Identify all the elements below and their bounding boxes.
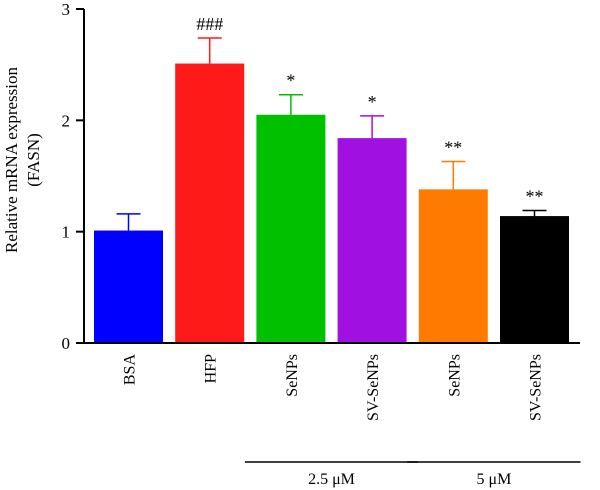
error-bar-0 [116,213,141,231]
significance-label-2: * [286,71,295,91]
y-axis-label-line-2: (FASN) [24,133,43,187]
bar-0 [94,230,163,343]
error-bar-4 [441,160,466,190]
y-axis-label: Relative mRNA expression (FASN) [2,66,43,253]
significance-label-1: ### [196,14,223,34]
x-tick-label-2: SeNPs [284,354,301,397]
error-bar-1 [197,37,222,64]
x-tick-label-0: BSA [122,354,139,386]
y-tick-label-3: 3 [62,0,71,19]
significance-label-4: ** [444,138,462,158]
x-tick-label-4: SeNPs [446,354,463,397]
group-label-0: 2.5 μM [308,471,355,488]
bar-2 [256,114,326,344]
y-tick-label-2: 2 [62,111,71,130]
y-axis-label-line-1: Relative mRNA expression [2,66,21,253]
y-tick-label-0: 0 [62,334,71,353]
error-bar-5 [522,209,547,217]
significance-label-5: ** [526,187,544,207]
bar-1 [175,63,245,343]
significance-label-3: * [368,92,377,112]
x-tick-label-3: SV-SeNPs [365,354,382,421]
x-tick-label-1: HFP [203,354,220,383]
bar-5 [500,216,569,343]
error-bar-2 [278,93,303,115]
error-bar-3 [360,115,385,139]
bar-3 [337,138,407,343]
group-label-1: 5 μM [476,471,511,488]
x-tick-label-5: SV-SeNPs [528,354,545,421]
bar-4 [418,189,488,343]
y-tick-label-1: 1 [62,223,71,242]
